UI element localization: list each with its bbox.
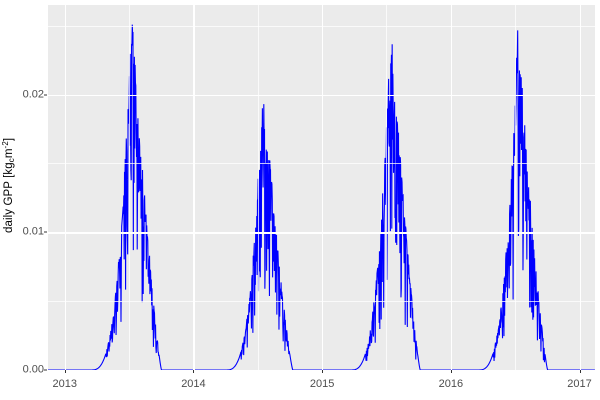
gridline-vertical-minor [129,5,130,370]
gridline-vertical-major [579,5,581,370]
plot-panel [48,5,595,370]
gpp-series-line [48,24,595,370]
y-axis-tick-label: 0.01 [22,225,44,238]
x-axis-tick-mark [450,370,452,373]
y-axis-tick-mark [44,369,47,371]
y-axis-tick-labels: 0.00 0.01 0.02 [0,0,44,400]
gridline-vertical-major [64,5,67,370]
y-axis-tick-label: 0.00 [22,363,44,376]
gridline-horizontal-minor [48,163,595,165]
x-axis-tick-mark [322,370,324,373]
gridline-vertical-major [322,5,324,370]
x-axis-tick-label: 2017 [567,378,592,390]
gridline-horizontal-major [48,232,595,234]
x-axis-tick-label: 2014 [181,378,206,390]
x-axis-tick-mark [579,370,581,373]
x-axis-tick-label: 2013 [52,378,77,390]
gridline-vertical-minor [257,5,259,370]
gridline-horizontal-minor [48,301,595,302]
x-axis-tick-mark [64,370,66,373]
x-axis-tick-label: 2016 [438,378,464,390]
gridline-vertical-minor [515,5,516,370]
gridline-vertical-minor [386,5,388,370]
gridline-vertical-major [450,5,453,370]
y-axis-tick-mark [44,231,47,233]
gridline-horizontal-minor [48,25,595,27]
gpp-polyline [48,24,595,370]
y-axis-tick-mark [44,94,47,96]
gridline-horizontal-major [48,94,595,96]
gridline-vertical-major [193,5,195,370]
y-axis-tick-label: 0.02 [22,88,44,101]
x-axis-tick-label: 2015 [309,378,335,390]
y-axis-tick-marks [0,0,48,400]
x-axis-tick-mark [193,370,195,373]
